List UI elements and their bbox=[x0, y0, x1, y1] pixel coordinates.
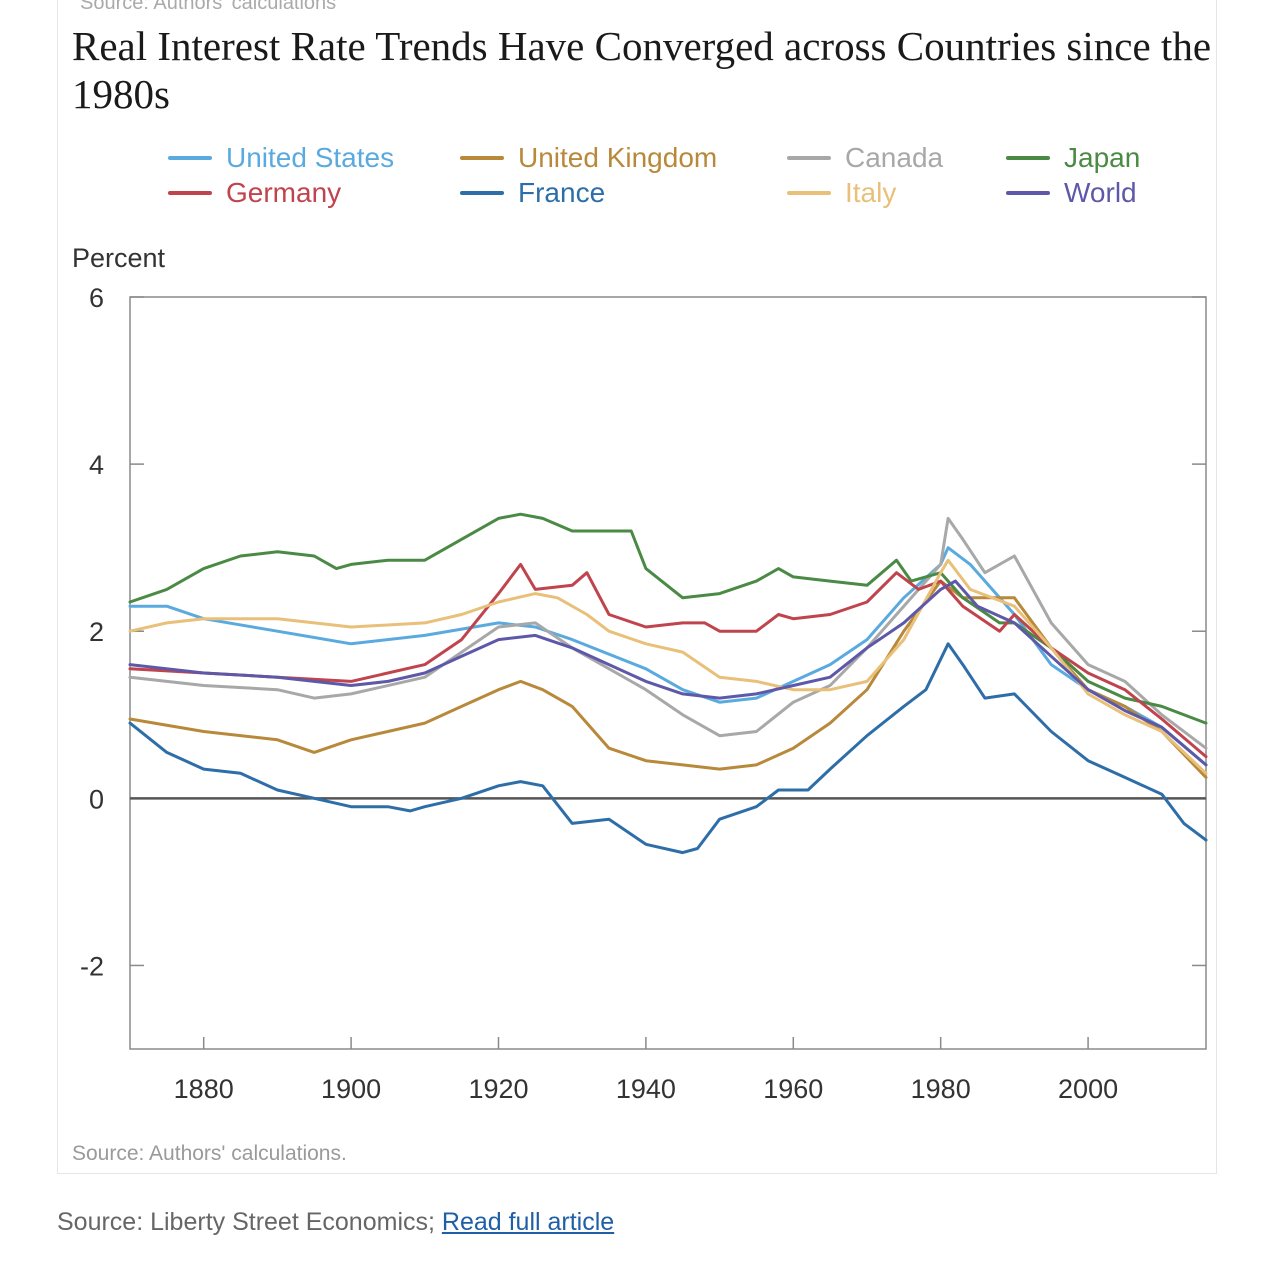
series-line-world bbox=[128, 579, 1208, 767]
series-line-united-states bbox=[128, 546, 1208, 767]
legend-label-world: World bbox=[1064, 177, 1137, 208]
legend-item-germany: Germany bbox=[168, 177, 341, 209]
x-tick-label-1960: 1960 bbox=[763, 1074, 823, 1104]
legend-item-united-kingdom: United Kingdom bbox=[460, 142, 717, 174]
legend-label-germany: Germany bbox=[226, 177, 342, 208]
x-tick-label-1900: 1900 bbox=[321, 1074, 381, 1104]
y-tick-label--2: -2 bbox=[80, 951, 104, 981]
legend-swatch-germany bbox=[168, 191, 212, 195]
chart-title: Real Interest Rate Trends Have Converged… bbox=[72, 23, 1212, 117]
series-line-france bbox=[128, 642, 1208, 855]
series-line-italy bbox=[128, 558, 1208, 775]
legend-label-united-kingdom: United Kingdom bbox=[518, 142, 718, 173]
top-source-note: Source: Authors' calculations bbox=[80, 0, 337, 14]
legend-label-united-states: United States bbox=[226, 142, 395, 173]
x-tick-label-1980: 1980 bbox=[911, 1074, 971, 1104]
legend-swatch-united-states bbox=[168, 156, 212, 160]
y-tick-label-2: 2 bbox=[89, 617, 104, 647]
series-line-japan bbox=[128, 512, 1208, 725]
legend-swatch-japan bbox=[1006, 156, 1050, 160]
line-chart: -2 0 2 4 6 1880 1900 1920 1940 1960 1980 2000 bbox=[80, 283, 1208, 1104]
chart-source-note: Source: Authors' calculations. bbox=[72, 1142, 347, 1165]
legend-item-italy: Italy bbox=[787, 177, 896, 209]
legend-label-japan: Japan bbox=[1064, 142, 1141, 173]
series-line-united-kingdom bbox=[128, 579, 1208, 779]
legend-swatch-united-kingdom bbox=[460, 156, 504, 160]
legend-item-world: World bbox=[1006, 177, 1137, 209]
y-tick-label-6: 6 bbox=[89, 283, 104, 313]
x-tick-label-1880: 1880 bbox=[174, 1074, 234, 1104]
x-tick-label-1940: 1940 bbox=[616, 1074, 676, 1104]
legend-swatch-italy bbox=[787, 191, 831, 195]
footer-source-label: Source: Liberty Street Economics; bbox=[57, 1208, 442, 1236]
x-tick-label-2000: 2000 bbox=[1058, 1074, 1118, 1104]
plot-frame bbox=[129, 296, 1207, 1050]
y-tick-label-0: 0 bbox=[89, 784, 104, 814]
chart-card bbox=[57, 0, 1217, 1174]
x-tick-label-1920: 1920 bbox=[468, 1074, 528, 1104]
y-axis-label: Percent bbox=[72, 243, 166, 273]
legend-label-canada: Canada bbox=[845, 142, 944, 173]
legend-item-japan: Japan bbox=[1006, 142, 1140, 174]
legend-item-united-states: United States bbox=[168, 142, 394, 174]
legend-label-france: France bbox=[518, 177, 606, 208]
legend-label-italy: Italy bbox=[845, 177, 897, 208]
legend-item-france: France bbox=[460, 177, 605, 209]
legend-swatch-world bbox=[1006, 191, 1050, 195]
read-full-article-link[interactable]: Read full article bbox=[441, 1208, 615, 1236]
series-line-canada bbox=[128, 516, 1208, 750]
legend-swatch-canada bbox=[787, 156, 831, 160]
legend-swatch-france bbox=[460, 191, 504, 195]
footer-source: Source: Liberty Street Economics; Read f… bbox=[57, 1208, 614, 1237]
legend-item-canada: Canada bbox=[787, 142, 943, 174]
y-tick-label-4: 4 bbox=[89, 450, 104, 480]
series-line-germany bbox=[128, 562, 1208, 759]
